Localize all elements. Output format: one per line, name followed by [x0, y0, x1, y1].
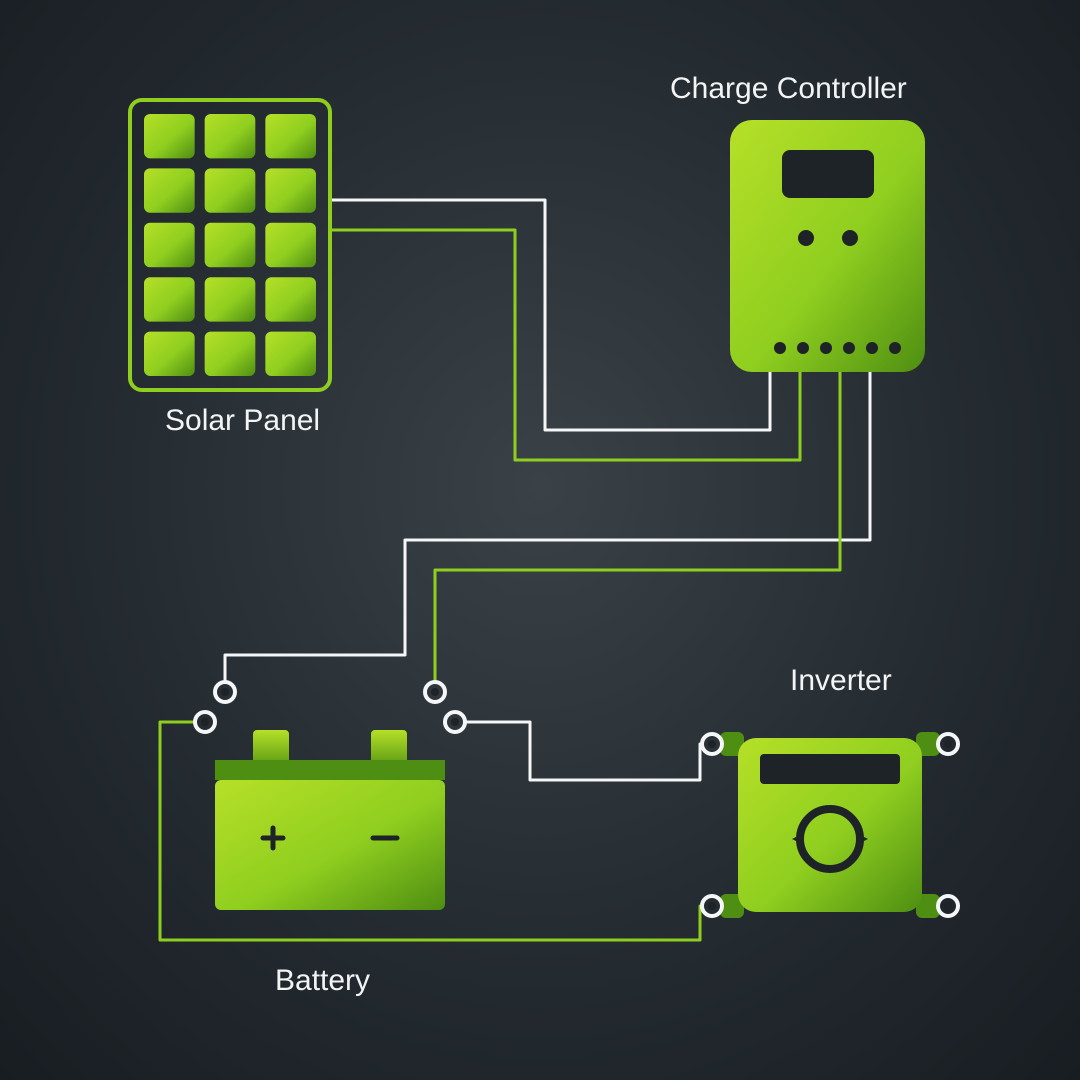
controller-port: [889, 342, 901, 354]
solar-cell: [265, 277, 316, 321]
controller-port: [797, 342, 809, 354]
battery-lug-tl: [215, 682, 235, 702]
solar-cell: [265, 168, 316, 212]
charge-controller: [730, 120, 925, 372]
solar-cell: [205, 223, 256, 267]
controller-knob: [798, 230, 814, 246]
controller-knob: [842, 230, 858, 246]
solar-cell: [205, 332, 256, 376]
controller-port: [820, 342, 832, 354]
inverter-lug-tl: [702, 734, 722, 754]
wire-1: [330, 200, 770, 430]
solar-cell: [265, 114, 316, 158]
wire-2: [330, 230, 800, 460]
battery-body: [215, 780, 445, 910]
battery-lug-bl: [195, 712, 215, 732]
solar-cell: [265, 223, 316, 267]
solar-cell: [144, 168, 195, 212]
inverter-lug-br: [938, 896, 958, 916]
battery-cap: [215, 760, 445, 780]
inverter-screen: [760, 754, 900, 784]
solar-panel: [130, 100, 330, 390]
solar-cell: [205, 168, 256, 212]
battery: [215, 730, 445, 910]
inverter-lug-bl: [702, 896, 722, 916]
solar-cell: [144, 223, 195, 267]
inverter-lug-tr: [938, 734, 958, 754]
controller-port: [866, 342, 878, 354]
solar-cell: [144, 332, 195, 376]
solar-cell: [265, 332, 316, 376]
controller-screen: [782, 150, 874, 198]
battery-label: Battery: [275, 964, 370, 997]
solar-cell: [205, 277, 256, 321]
controller-port: [774, 342, 786, 354]
wire-3: [225, 372, 870, 682]
inverter: [720, 732, 940, 918]
inverter-label: Inverter: [790, 664, 892, 697]
solar-cell: [144, 277, 195, 321]
controller-port: [843, 342, 855, 354]
solar-cell: [205, 114, 256, 158]
wire-4: [435, 372, 840, 682]
solar-panel-label: Solar Panel: [165, 404, 320, 437]
wire-5: [466, 722, 700, 780]
solar-cell: [144, 114, 195, 158]
charge-controller-label: Charge Controller: [670, 72, 907, 105]
battery-lug-tr: [425, 682, 445, 702]
battery-lug-br: [445, 712, 465, 732]
